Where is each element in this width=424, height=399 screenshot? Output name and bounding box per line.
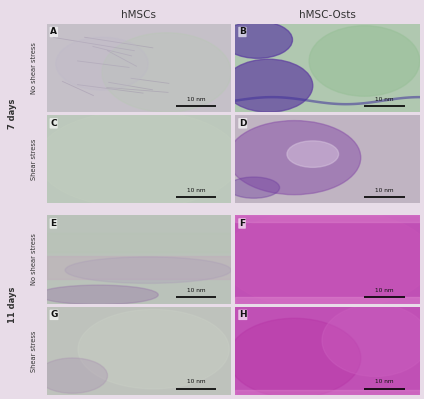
Ellipse shape <box>228 318 361 398</box>
Text: 10 nm: 10 nm <box>187 97 205 101</box>
Text: No shear stress: No shear stress <box>31 233 37 286</box>
Text: 10 nm: 10 nm <box>375 97 394 101</box>
Ellipse shape <box>65 257 231 283</box>
Ellipse shape <box>224 59 313 112</box>
Ellipse shape <box>78 310 229 389</box>
Text: 10 nm: 10 nm <box>375 188 394 193</box>
Ellipse shape <box>223 21 293 58</box>
Text: G: G <box>50 310 58 319</box>
Ellipse shape <box>309 26 420 96</box>
Text: No shear stress: No shear stress <box>31 42 37 94</box>
Ellipse shape <box>37 111 240 208</box>
Ellipse shape <box>221 209 424 310</box>
Text: 10 nm: 10 nm <box>375 288 394 293</box>
Text: 10 nm: 10 nm <box>187 288 205 293</box>
Text: 10 nm: 10 nm <box>375 379 394 384</box>
Text: hMSC-Osts: hMSC-Osts <box>299 10 356 20</box>
Ellipse shape <box>228 177 279 198</box>
Text: C: C <box>50 119 57 128</box>
Text: hMSCs: hMSCs <box>121 10 156 20</box>
Bar <box>235 298 420 304</box>
Text: D: D <box>239 119 246 128</box>
Bar <box>47 233 231 253</box>
Ellipse shape <box>322 304 424 377</box>
Ellipse shape <box>228 120 361 195</box>
Text: F: F <box>239 219 245 228</box>
Text: A: A <box>50 28 57 36</box>
Text: B: B <box>239 28 246 36</box>
Bar <box>47 256 231 279</box>
Ellipse shape <box>102 33 231 112</box>
Ellipse shape <box>38 285 158 304</box>
Text: Shear stress: Shear stress <box>31 139 37 180</box>
Ellipse shape <box>56 37 148 90</box>
Text: 10 nm: 10 nm <box>187 188 205 193</box>
Text: Shear stress: Shear stress <box>31 330 37 371</box>
Bar <box>235 215 420 221</box>
Text: 10 nm: 10 nm <box>187 379 205 384</box>
Text: H: H <box>239 310 247 319</box>
Text: E: E <box>50 219 56 228</box>
Text: 11 days: 11 days <box>8 287 17 324</box>
Ellipse shape <box>287 141 339 167</box>
Bar <box>235 390 420 395</box>
Ellipse shape <box>37 358 108 393</box>
Text: 7 days: 7 days <box>8 99 17 129</box>
